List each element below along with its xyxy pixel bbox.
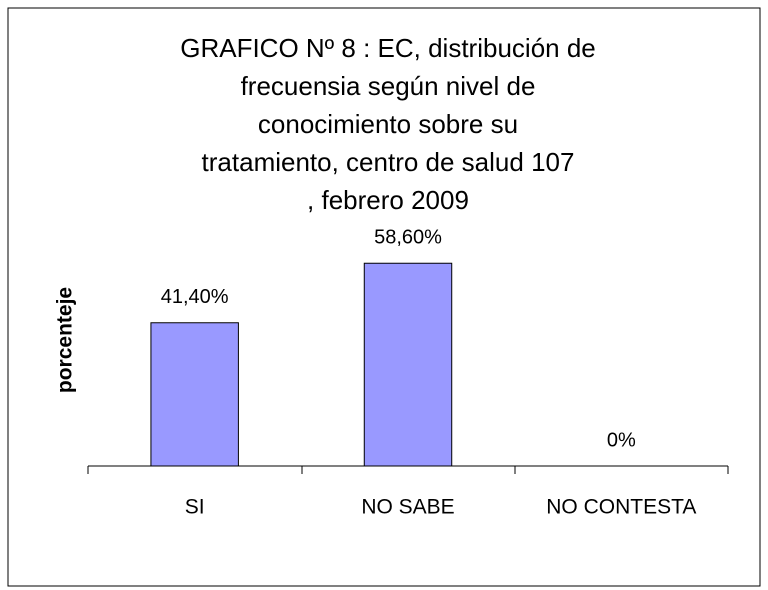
x-tick-label: NO CONTESTA: [546, 496, 696, 519]
bar: [363, 262, 453, 467]
x-tick-label: NO SABE: [361, 496, 454, 519]
data-label: 0%: [607, 429, 636, 451]
chart-title: GRAFICO Nº 8 : EC, distribución de frecue…: [180, 33, 596, 215]
bar: [150, 322, 239, 467]
y-axis-label: porcenteje: [54, 287, 77, 393]
x-tick-label: SI: [185, 496, 205, 519]
data-label: 41,40%: [161, 286, 229, 308]
data-label: 58,60%: [374, 227, 442, 249]
